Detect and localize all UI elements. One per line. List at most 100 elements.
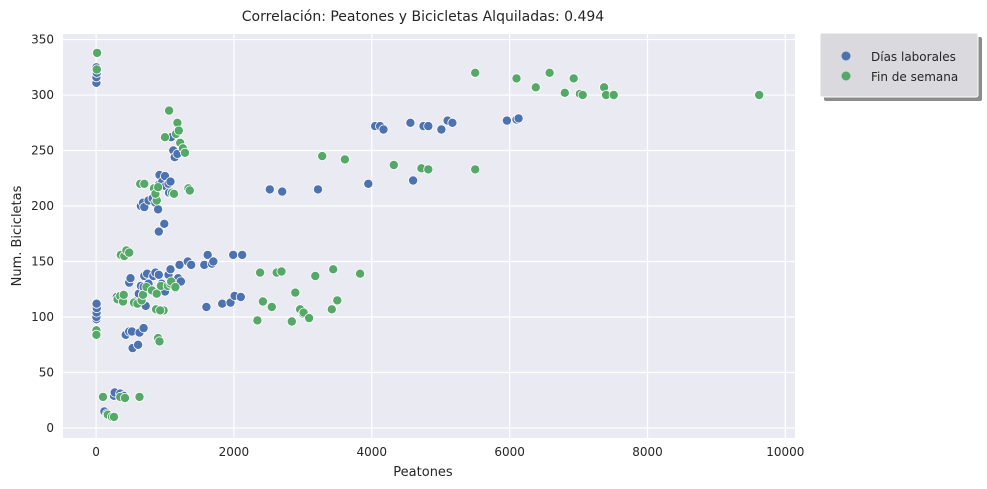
weekend-point bbox=[577, 90, 588, 101]
weekday-point bbox=[153, 204, 164, 215]
weekday-point bbox=[378, 124, 389, 135]
weekend-point bbox=[355, 268, 366, 279]
weekday-point bbox=[312, 184, 323, 195]
weekday-point bbox=[436, 124, 447, 135]
weekend-point bbox=[173, 125, 184, 136]
weekday-point bbox=[159, 218, 170, 229]
weekend-point bbox=[164, 105, 175, 116]
weekday-point bbox=[91, 298, 102, 309]
weekend-point bbox=[608, 90, 619, 101]
weekday-point bbox=[363, 178, 374, 189]
weekday-point bbox=[153, 269, 164, 280]
legend-marker-weekday bbox=[841, 51, 851, 61]
weekend-point bbox=[120, 392, 131, 403]
weekday-point bbox=[235, 291, 246, 302]
weekday-point bbox=[208, 256, 219, 267]
legend: Días laborales Fin de semana bbox=[819, 32, 982, 101]
weekday-point bbox=[202, 249, 213, 260]
weekday-point bbox=[405, 117, 416, 128]
legend-marker-weekend bbox=[841, 71, 851, 81]
weekend-point bbox=[153, 182, 164, 193]
weekend-point bbox=[151, 288, 162, 299]
y-tick-label: 250 bbox=[31, 144, 54, 158]
weekend-point bbox=[530, 82, 541, 93]
weekend-point bbox=[470, 164, 481, 175]
weekend-point bbox=[109, 411, 120, 422]
weekend-point bbox=[568, 73, 579, 84]
weekend-point bbox=[304, 313, 315, 324]
weekend-point bbox=[317, 151, 328, 162]
legend-label-weekday: Días laborales bbox=[871, 50, 956, 64]
x-tick-label: 10000 bbox=[766, 445, 804, 459]
weekend-point bbox=[339, 154, 350, 165]
weekend-point bbox=[286, 316, 297, 327]
plot-background bbox=[63, 34, 795, 438]
legend-label-weekend: Fin de semana bbox=[871, 70, 958, 84]
weekday-point bbox=[165, 176, 176, 187]
y-tick-label: 300 bbox=[31, 88, 54, 102]
weekend-point bbox=[257, 296, 268, 307]
weekend-point bbox=[290, 287, 301, 298]
weekday-point bbox=[217, 298, 228, 309]
x-axis-label: Peatones bbox=[393, 465, 453, 480]
weekday-point bbox=[501, 115, 512, 126]
weekday-point bbox=[277, 186, 288, 197]
weekend-point bbox=[332, 295, 343, 306]
weekend-point bbox=[559, 87, 570, 98]
weekend-point bbox=[423, 164, 434, 175]
weekday-point bbox=[153, 226, 164, 237]
weekend-point bbox=[159, 132, 170, 143]
weekday-point bbox=[133, 339, 144, 350]
weekend-point bbox=[139, 178, 150, 189]
weekend-point bbox=[170, 282, 181, 293]
weekend-point bbox=[118, 289, 129, 300]
chart-title: Correlación: Peatones y Bicicletas Alqui… bbox=[242, 9, 605, 25]
weekend-point bbox=[154, 336, 165, 347]
weekend-point bbox=[92, 47, 103, 58]
x-tick-label: 8000 bbox=[632, 445, 663, 459]
weekend-point bbox=[124, 247, 135, 258]
weekend-point bbox=[98, 391, 109, 402]
x-tick-label: 2000 bbox=[219, 445, 250, 459]
legend-box bbox=[819, 32, 979, 98]
weekend-point bbox=[544, 67, 555, 78]
weekday-point bbox=[447, 117, 458, 128]
weekend-point bbox=[276, 266, 287, 277]
weekend-point bbox=[184, 185, 195, 196]
data-points bbox=[91, 47, 765, 422]
weekday-point bbox=[264, 184, 275, 195]
weekday-point bbox=[513, 113, 524, 124]
y-tick-label: 150 bbox=[31, 255, 54, 269]
weekend-point bbox=[91, 329, 102, 340]
weekend-point bbox=[91, 64, 102, 75]
weekend-point bbox=[310, 270, 321, 281]
x-tick-label: 6000 bbox=[494, 445, 525, 459]
weekday-point bbox=[125, 273, 136, 284]
weekend-point bbox=[134, 391, 145, 402]
weekday-point bbox=[186, 259, 197, 270]
weekend-point bbox=[328, 264, 339, 275]
weekday-point bbox=[228, 249, 239, 260]
y-tick-label: 100 bbox=[31, 310, 54, 324]
y-axis-label: Num. Bicicletas bbox=[10, 185, 25, 286]
weekend-point bbox=[470, 67, 481, 78]
weekend-point bbox=[754, 90, 765, 101]
grid-lines bbox=[63, 34, 795, 438]
y-tick-label: 200 bbox=[31, 199, 54, 213]
y-tick-label: 350 bbox=[31, 33, 54, 47]
x-tick-label: 0 bbox=[92, 445, 100, 459]
weekend-point bbox=[252, 315, 263, 326]
weekend-point bbox=[168, 188, 179, 199]
y-tick-label: 50 bbox=[39, 366, 54, 380]
weekend-point bbox=[155, 305, 166, 316]
weekend-point bbox=[266, 301, 277, 312]
weekend-point bbox=[179, 147, 190, 158]
weekday-point bbox=[174, 259, 185, 270]
y-tick-labels: 0 50 100 150 200 250 300 350 bbox=[31, 33, 54, 435]
weekend-point bbox=[326, 304, 337, 315]
weekday-point bbox=[165, 264, 176, 275]
weekday-point bbox=[423, 121, 434, 132]
weekday-point bbox=[201, 301, 212, 312]
weekday-point bbox=[237, 249, 248, 260]
